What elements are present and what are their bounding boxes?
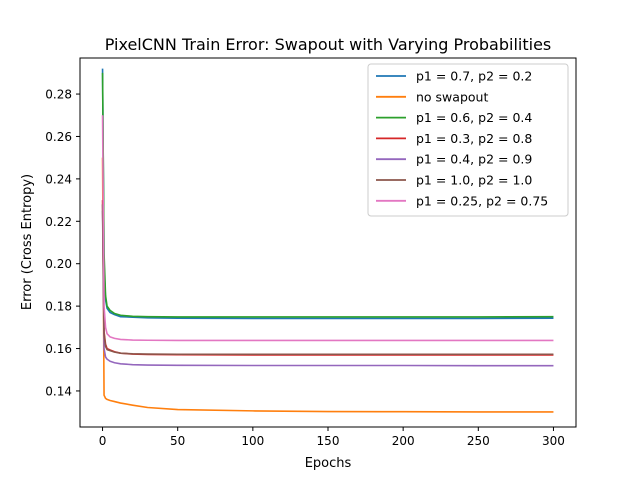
y-tick-label: 0.26 — [45, 130, 72, 144]
y-tick-label: 0.18 — [45, 300, 72, 314]
y-axis-label: Error (Cross Entropy) — [20, 174, 35, 310]
series-line-2 — [101, 157, 554, 413]
legend-label-1: p1 = 0.7, p2 = 0.2 — [416, 69, 532, 84]
y-tick-label: 0.22 — [45, 215, 72, 229]
series-line-3 — [101, 72, 554, 318]
y-tick-label: 0.28 — [45, 88, 72, 102]
x-tick-label: 250 — [467, 434, 490, 448]
series-line-5 — [101, 210, 554, 367]
axes-frame — [79, 57, 577, 428]
y-tick-label: 0.24 — [45, 172, 72, 186]
y-axis: 0.14 0.16 0.18 0.20 0.22 0.24 0.26 0.28 — [45, 88, 80, 398]
x-tick-label: 150 — [317, 434, 340, 448]
legend-label-2: no swapout — [416, 89, 488, 104]
legend-label-4: p1 = 0.3, p2 = 0.8 — [416, 131, 532, 146]
x-axis-label: Epochs — [305, 456, 352, 471]
legend-label-6: p1 = 1.0, p2 = 1.0 — [416, 173, 532, 188]
legend-label-7: p1 = 0.25, p2 = 0.75 — [416, 193, 548, 208]
x-tick-label: 50 — [170, 434, 185, 448]
series-line-6 — [101, 204, 554, 356]
x-tick-label: 300 — [542, 434, 565, 448]
y-tick-label: 0.20 — [45, 257, 72, 271]
plot-area — [101, 68, 554, 413]
legend-label-5: p1 = 0.4, p2 = 0.9 — [416, 152, 532, 167]
x-tick-label: 200 — [392, 434, 415, 448]
x-tick-label: 0 — [99, 434, 107, 448]
legend: p1 = 0.7, p2 = 0.2 no swapout p1 = 0.6, p2… — [367, 63, 569, 217]
series-line-7 — [101, 115, 554, 342]
legend-label-3: p1 = 0.6, p2 = 0.4 — [416, 110, 532, 125]
y-tick-label: 0.16 — [45, 342, 72, 356]
x-tick-label: 100 — [241, 434, 264, 448]
chart-title: PixelCNN Train Error: Swapout with Varyi… — [105, 35, 552, 54]
x-axis: 0 50 100 150 200 250 300 — [99, 427, 565, 448]
legend-box — [367, 63, 569, 217]
series-line-4 — [101, 200, 554, 356]
y-tick-label: 0.14 — [45, 384, 72, 398]
